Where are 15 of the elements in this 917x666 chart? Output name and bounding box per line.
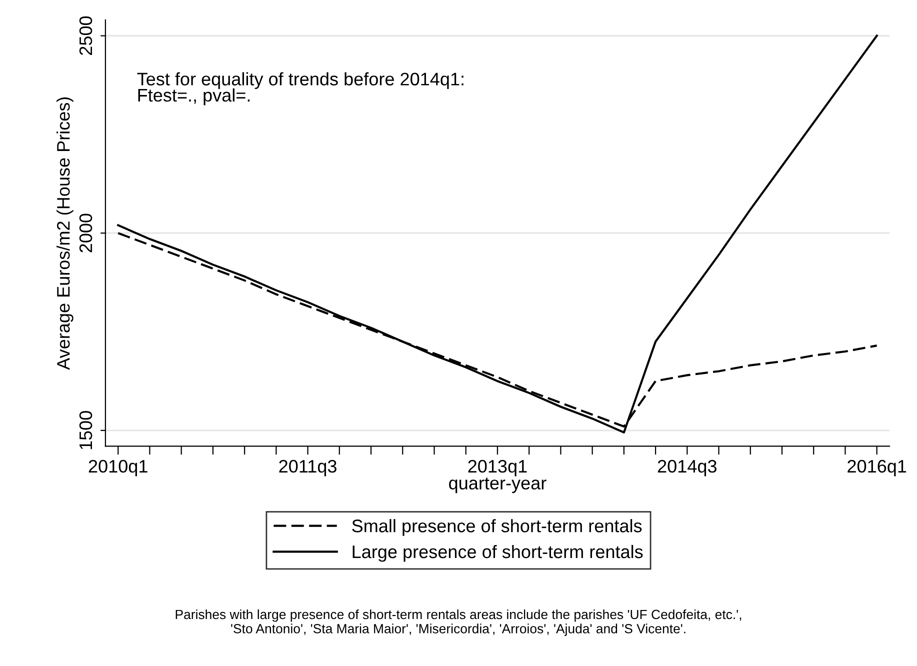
- x-tick-label: 2016q1: [848, 460, 906, 476]
- line-series: [117, 34, 878, 434]
- y-axis-title: Average Euros/m2 (House Prices): [56, 97, 74, 370]
- annotation: Test for equality of trends before 2014q1: Ftest=., pval=.: [137, 72, 464, 106]
- x-tick-label: 2014q3: [658, 460, 716, 476]
- legend-label: Large presence of short-term rentals: [352, 544, 643, 562]
- y-tick-label: 2000: [79, 214, 92, 252]
- x-tick-label: 2011q3: [279, 460, 336, 476]
- x-tick-label: 2010q1: [88, 460, 148, 476]
- x-axis-title: quarter-year: [449, 478, 546, 494]
- y-tick-label: 1500: [79, 411, 92, 450]
- text: Parishes with large presence of short-term rentals areas include the parishes 'UF Cedofeita, etc.', 'Sto Antonio', 'Sta Maria Maior', 'Misericordia', 'Arroios', 'Ajuda' and 'S Vicente'.: [176, 609, 742, 636]
- y-tick-label: 2500: [79, 16, 92, 55]
- x-tick-label: 2013q1: [468, 460, 527, 476]
- legend-label: Small presence of short-term rentals: [352, 519, 642, 536]
